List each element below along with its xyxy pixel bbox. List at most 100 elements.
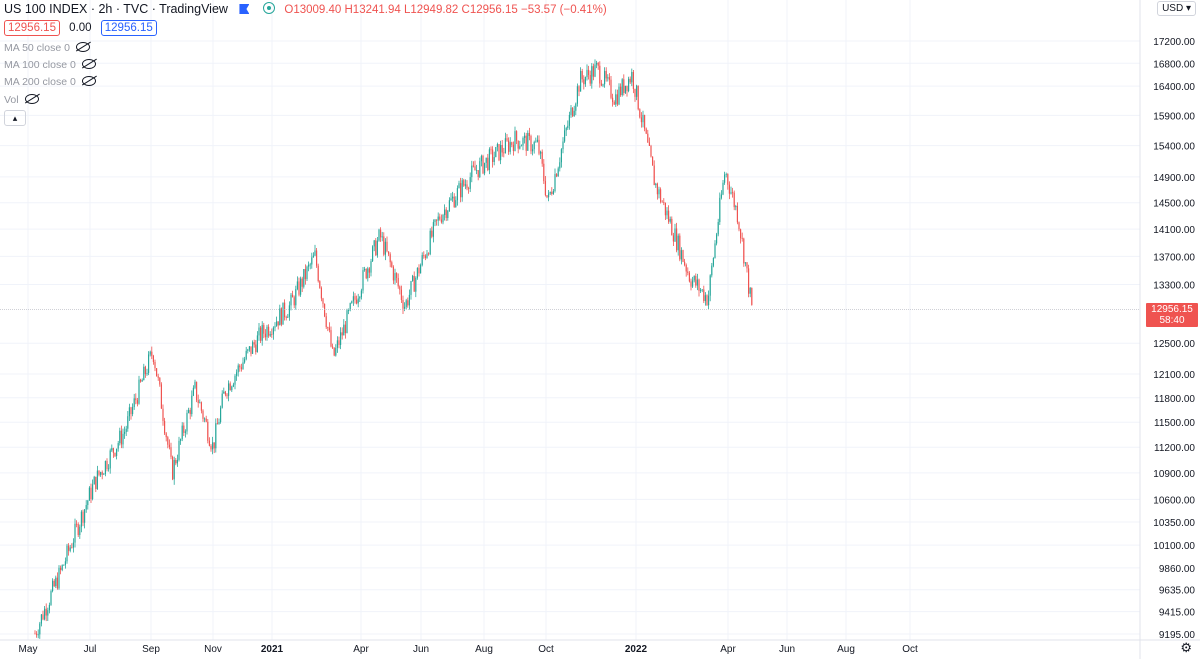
candle [156,368,158,377]
candle [335,344,337,357]
candle [639,108,641,119]
indicator-vol[interactable]: Vol [4,94,39,106]
candle [532,144,534,156]
candle [644,114,646,132]
candle [687,267,689,276]
candle [712,257,714,268]
candle [516,130,518,145]
candle [162,404,164,426]
candle [384,238,386,261]
candle [620,83,622,97]
candle [293,295,295,309]
candle [240,363,242,372]
candle [685,263,687,277]
candle [541,149,543,167]
x-tick-label: May [19,644,38,655]
candle [362,266,364,294]
grid-lines [0,0,1140,640]
candle [565,126,567,137]
candle [477,170,479,181]
candle [215,418,217,453]
flag-icon[interactable] [239,4,250,14]
eye-off-icon[interactable] [24,94,39,104]
candle [104,460,106,477]
candle [583,75,585,90]
candle [176,454,178,467]
candle [117,440,119,452]
candle [572,107,574,118]
symbol-title[interactable]: US 100 INDEX · 2h · TVC · TradingView [4,2,228,16]
candle [548,190,550,202]
candle [637,85,639,111]
buy-button[interactable]: 12956.15 [100,20,157,36]
candle [615,89,617,107]
candle [252,340,254,354]
candle [148,351,150,376]
candle [300,276,302,297]
indicator-ma100[interactable]: MA 100 close 0 [4,59,96,71]
candle [143,363,145,381]
currency-label: USD [1162,3,1184,14]
candle [317,263,319,283]
candle [64,557,66,569]
candle [144,365,146,378]
candle [324,303,326,318]
candle [108,464,110,472]
candle [428,252,430,256]
candle [480,154,482,167]
collapse-legend-button[interactable]: ▴ [4,110,26,126]
candle [567,120,569,130]
eye-off-icon[interactable] [75,42,90,52]
candle [341,327,343,340]
candle [68,543,70,556]
candle [159,377,161,387]
candle [301,276,303,293]
candle [735,204,737,211]
candle [682,249,684,263]
candle [368,267,370,279]
candle [216,418,218,425]
eye-off-icon[interactable] [81,76,96,86]
candle [650,144,652,158]
candle [381,231,383,242]
candle [504,132,506,154]
candle [468,186,470,194]
candle [80,510,82,533]
candle [184,429,186,438]
candle [90,483,92,504]
sell-button[interactable]: 12956.15 [4,20,60,36]
candle [448,197,450,212]
eye-off-icon[interactable] [81,59,96,69]
indicator-ma50[interactable]: MA 50 close 0 [4,42,90,54]
bar-countdown: 58:40 [1159,315,1185,326]
currency-select[interactable]: USD ▾ [1157,1,1196,16]
candle [674,223,676,242]
y-tick-label: 11500.00 [1154,418,1195,429]
candle [392,265,394,285]
indicator-label: Vol [4,94,19,106]
gear-icon[interactable]: ⚙ [1180,640,1192,655]
candle [399,285,401,295]
candle [698,278,700,297]
indicator-label: MA 50 close 0 [4,42,70,54]
candle [287,313,289,318]
candle [98,470,100,477]
candle [493,151,495,166]
candle [228,380,230,402]
candle [584,76,586,87]
indicator-ma200[interactable]: MA 200 close 0 [4,76,96,88]
y-tick-label: 16400.00 [1153,82,1195,93]
candle [520,144,522,147]
candle [208,437,210,447]
candle [186,409,188,435]
candle [288,301,290,321]
candle [172,455,174,481]
candle [284,299,286,321]
candle [556,173,558,178]
candle [170,442,172,460]
candle [50,589,52,606]
candle [482,154,484,175]
candle [703,285,705,304]
candle [434,218,436,227]
